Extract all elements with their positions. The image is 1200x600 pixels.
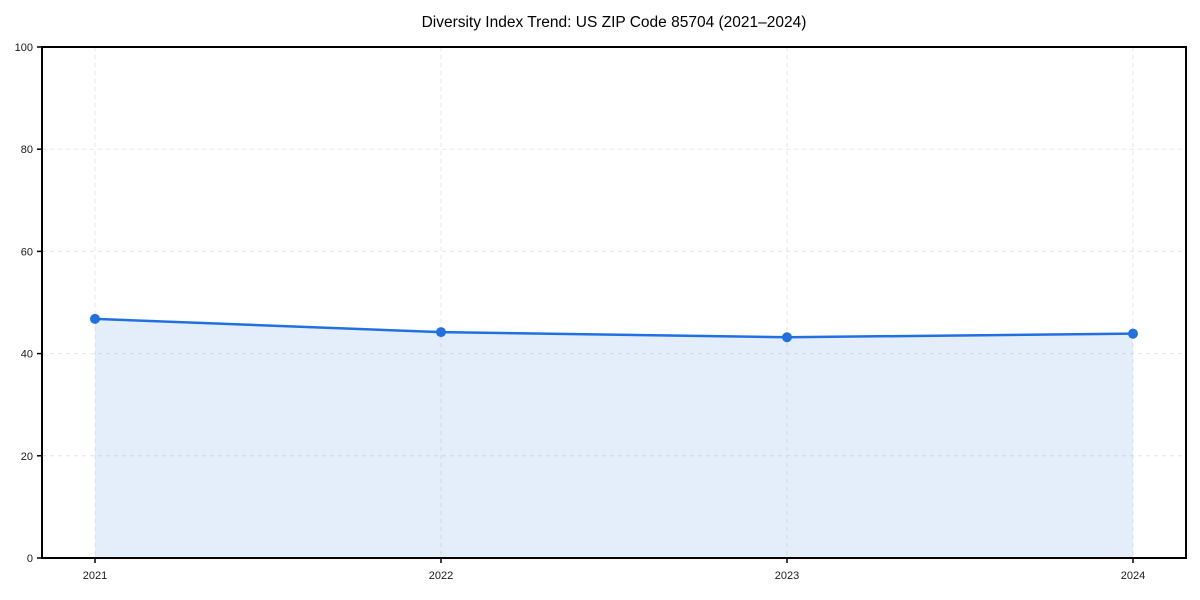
data-point — [90, 313, 100, 324]
plot-frame — [41, 46, 1187, 559]
area-fill — [95, 318, 1133, 558]
data-point — [782, 332, 792, 343]
trend-line — [93, 317, 1135, 339]
y-tick-label: 80 — [21, 144, 33, 156]
y-tick-label: 20 — [21, 451, 33, 463]
y-tick-label: 0 — [27, 553, 33, 565]
y-tick-label: 40 — [21, 349, 33, 361]
x-tick-label: 2024 — [1121, 570, 1145, 582]
data-point — [1128, 328, 1138, 339]
chart-title: Diversity Index Trend: US ZIP Code 85704… — [422, 14, 807, 31]
x-tick-label: 2023 — [775, 570, 799, 582]
y-tick-label: 60 — [21, 246, 33, 258]
data-point — [436, 327, 446, 338]
x-tick-label: 2021 — [83, 570, 107, 582]
x-tick-label: 2022 — [429, 570, 453, 582]
y-tick-label: 100 — [15, 42, 33, 54]
